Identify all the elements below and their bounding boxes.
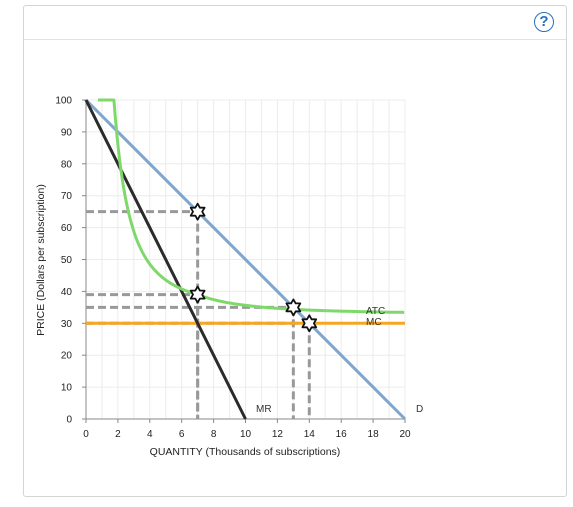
curve-atc [98,98,405,314]
mc-label: MC [366,317,382,328]
y-tick-label: 70 [61,191,73,202]
y-tick-label: 30 [61,319,73,330]
x-tick-labels: 0 2 4 6 8 10 12 14 16 18 20 [83,429,411,440]
x-tick-label: 8 [211,429,217,440]
point-marker[interactable] [189,285,206,304]
x-tick-label: 18 [368,429,380,440]
y-axis-title: PRICE (Dollars per subscription) [35,184,47,336]
point-marker[interactable] [301,314,318,333]
y-tick-label: 50 [61,255,73,266]
x-axis-title: QUANTITY (Thousands of subscriptions) [150,446,341,458]
y-tick-label: 40 [61,287,73,298]
curve-d [84,98,407,421]
mr-label: MR [256,404,272,415]
question-panel: ? [23,5,567,497]
curve-mr [84,99,247,420]
x-tick-label: 0 [83,429,89,440]
axes [82,99,406,423]
d-label: D [416,404,423,415]
x-tick-label: 6 [179,429,185,440]
atc-label: ATC [366,306,385,317]
x-tick-label: 16 [336,429,348,440]
y-tick-label: 100 [55,96,72,107]
curves [84,98,407,421]
point-marker[interactable] [285,298,302,317]
point-markers[interactable] [189,202,318,333]
y-tick-label: 20 [61,351,73,362]
point-marker[interactable] [189,202,206,221]
x-tick-label: 14 [304,429,316,440]
y-tick-label: 60 [61,223,73,234]
y-tick-label: 80 [61,159,73,170]
x-tick-label: 12 [272,429,284,440]
panel-header: ? [24,6,566,40]
y-tick-label: 90 [61,127,73,138]
x-tick-label: 20 [399,429,411,440]
y-tick-labels: 0 10 20 30 40 50 60 70 80 90 100 [55,96,72,426]
x-tick-label: 4 [147,429,153,440]
y-tick-label: 0 [66,415,72,426]
x-tick-label: 10 [240,429,252,440]
x-tick-label: 2 [115,429,121,440]
help-button[interactable]: ? [534,12,554,32]
help-icon: ? [539,13,549,30]
y-tick-label: 10 [61,383,73,394]
